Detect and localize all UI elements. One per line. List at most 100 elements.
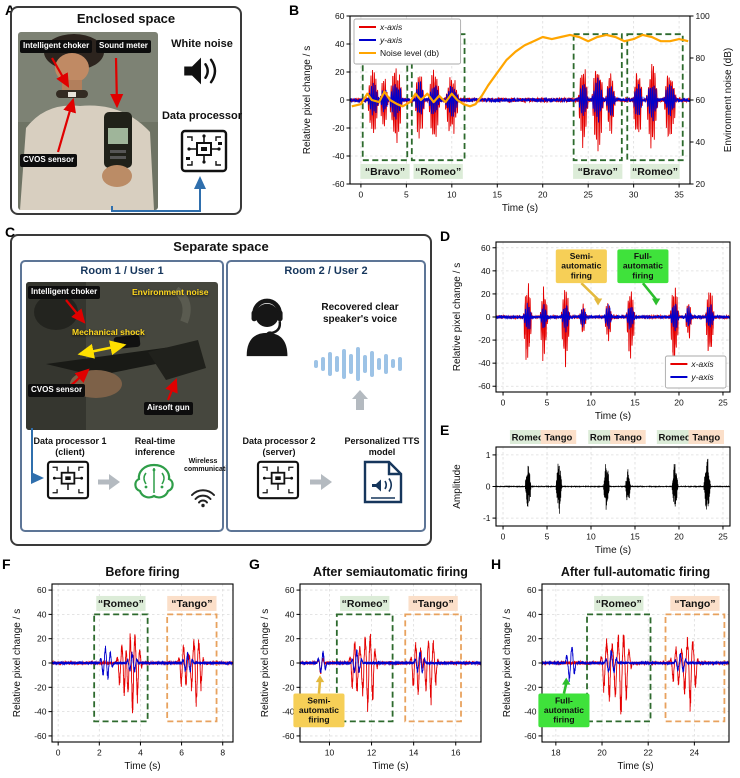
- svg-text:0: 0: [486, 312, 491, 322]
- up-arrow-icon: [352, 390, 368, 410]
- speaker-icon: [184, 57, 217, 85]
- svg-text:6: 6: [179, 748, 184, 758]
- svg-text:0: 0: [359, 190, 364, 200]
- svg-text:8: 8: [220, 748, 225, 758]
- circuit-board-icon-server: [256, 460, 300, 500]
- data-cable-arrow: [111, 176, 206, 212]
- brain-inference-icon: [134, 463, 174, 499]
- panel-a-title: Enclosed space: [76, 11, 176, 26]
- svg-text:60: 60: [481, 243, 491, 253]
- panel-letter-h: H: [491, 556, 502, 572]
- panel-letter-f: F: [2, 556, 11, 572]
- svg-text:-60: -60: [34, 731, 47, 741]
- svg-text:“Tango”: “Tango”: [674, 598, 715, 610]
- svg-text:Romeo: Romeo: [658, 433, 690, 444]
- svg-text:15: 15: [630, 532, 640, 542]
- svg-text:10: 10: [447, 190, 457, 200]
- svg-text:Relative pixel change / s: Relative pixel change / s: [12, 609, 23, 717]
- svg-text:Tango: Tango: [692, 433, 720, 444]
- svg-text:“Bravo”: “Bravo”: [365, 166, 405, 178]
- svg-text:-40: -40: [524, 707, 537, 717]
- svg-text:“Tango”: “Tango”: [413, 598, 454, 610]
- data-processor-label: Data processor: [161, 110, 243, 122]
- svg-text:firing: firing: [308, 715, 329, 725]
- panel-letter-b: B: [289, 2, 300, 18]
- svg-text:2: 2: [97, 748, 102, 758]
- room-1-header: Room 1 / User 1: [80, 265, 164, 277]
- arrow-to-gun: [165, 377, 178, 401]
- right-arrow-icon-1: [98, 474, 120, 490]
- svg-text:20: 20: [674, 532, 684, 542]
- label-cvos-sensor: CVOS sensor: [20, 154, 78, 167]
- svg-text:Time (s): Time (s): [595, 545, 631, 556]
- svg-text:“Tango”: “Tango”: [171, 598, 212, 610]
- svg-text:0: 0: [340, 95, 345, 105]
- recovered-voice-label: Recovered clear speaker's voice: [321, 302, 399, 325]
- chart-svg-F: 0 2 4 6 8 -60 -40 -20 0 20 40 60 Time (s) Relative pi…: [12, 565, 234, 772]
- svg-text:100: 100: [696, 11, 710, 21]
- svg-text:25: 25: [583, 190, 593, 200]
- svg-text:Relative pixel change / s: Relative pixel change / s: [452, 263, 463, 371]
- right-arrow-icon-2: [310, 474, 332, 490]
- svg-text:20: 20: [285, 634, 295, 644]
- panel-c-title: Separate space: [173, 239, 269, 254]
- svg-text:-60: -60: [332, 179, 345, 189]
- svg-text:60: 60: [335, 11, 345, 21]
- svg-text:15: 15: [493, 190, 503, 200]
- white-noise-label: White noise: [171, 38, 233, 50]
- svg-text:-60: -60: [282, 731, 295, 741]
- data-processor-1-label: Data processor 1 (client): [33, 436, 107, 457]
- chart-f-before-firing: 0 2 4 6 8 -60 -40 -20 0 20 40 60 Time (s) Relative pi…: [10, 562, 240, 774]
- svg-text:20: 20: [597, 748, 607, 758]
- svg-text:automatic: automatic: [299, 705, 339, 715]
- room-1: Room 1 / User 1 Intelligent choker Envir…: [20, 260, 236, 532]
- svg-text:0: 0: [501, 532, 506, 542]
- svg-text:Romeo: Romeo: [512, 433, 544, 444]
- panel-letter-c: C: [5, 224, 16, 240]
- svg-text:Time (s): Time (s): [372, 761, 408, 772]
- svg-text:-40: -40: [282, 707, 295, 717]
- room-2: Room 2 / User 2 Recovered clear speaker'…: [226, 260, 426, 532]
- svg-text:35: 35: [674, 190, 684, 200]
- data-processor-2-label: Data processor 2 (server): [242, 436, 316, 457]
- svg-text:Relative pixel change / s: Relative pixel change / s: [502, 609, 513, 717]
- room-1-photo: Intelligent choker Environment noise Mec…: [26, 282, 218, 430]
- svg-text:18: 18: [551, 748, 561, 758]
- svg-text:12: 12: [367, 748, 377, 758]
- label-intelligent-choker: Intelligent choker: [20, 40, 93, 53]
- svg-text:10: 10: [586, 532, 596, 542]
- svg-text:-20: -20: [332, 123, 345, 133]
- operator-headset-icon: [246, 298, 288, 357]
- svg-text:automatic: automatic: [623, 261, 663, 271]
- svg-text:20: 20: [674, 398, 684, 408]
- realtime-inference-label: Real-time inference: [134, 436, 176, 457]
- svg-text:40: 40: [527, 609, 537, 619]
- svg-text:25: 25: [718, 532, 728, 542]
- chart-b-noise-robustness: 0 5 10 15 20 25 30 35 -60 -40 -20 0 20 40 60 20 40 60 80 10…: [300, 6, 736, 216]
- svg-text:Time (s): Time (s): [617, 761, 653, 772]
- svg-text:1: 1: [486, 450, 491, 460]
- svg-text:14: 14: [409, 748, 419, 758]
- svg-text:5: 5: [545, 398, 550, 408]
- room-2-header: Room 2 / User 2: [284, 265, 368, 277]
- svg-text:“Bravo”: “Bravo”: [578, 166, 618, 178]
- svg-text:24: 24: [690, 748, 700, 758]
- svg-text:Semi-: Semi-: [307, 695, 330, 705]
- svg-text:40: 40: [285, 609, 295, 619]
- sensor-cable-arrow: [31, 428, 44, 484]
- svg-text:Noise level (db): Noise level (db): [380, 48, 439, 58]
- svg-text:-20: -20: [524, 682, 537, 692]
- wireless-communication-label: Wireless communication: [184, 458, 236, 474]
- label-environment-noise: Environment noise: [132, 287, 209, 297]
- mechanical-shock-arrow: [77, 340, 127, 359]
- svg-text:20: 20: [527, 634, 537, 644]
- svg-text:x-axis: x-axis: [379, 22, 403, 32]
- svg-text:-60: -60: [524, 731, 537, 741]
- svg-text:20: 20: [481, 289, 491, 299]
- svg-text:“Romeo”: “Romeo”: [342, 598, 388, 610]
- svg-text:15: 15: [630, 398, 640, 408]
- panel-letter-g: G: [249, 556, 260, 572]
- svg-text:-20: -20: [282, 682, 295, 692]
- label-mechanical-shock: Mechanical shock: [72, 327, 145, 337]
- svg-text:-40: -40: [332, 151, 345, 161]
